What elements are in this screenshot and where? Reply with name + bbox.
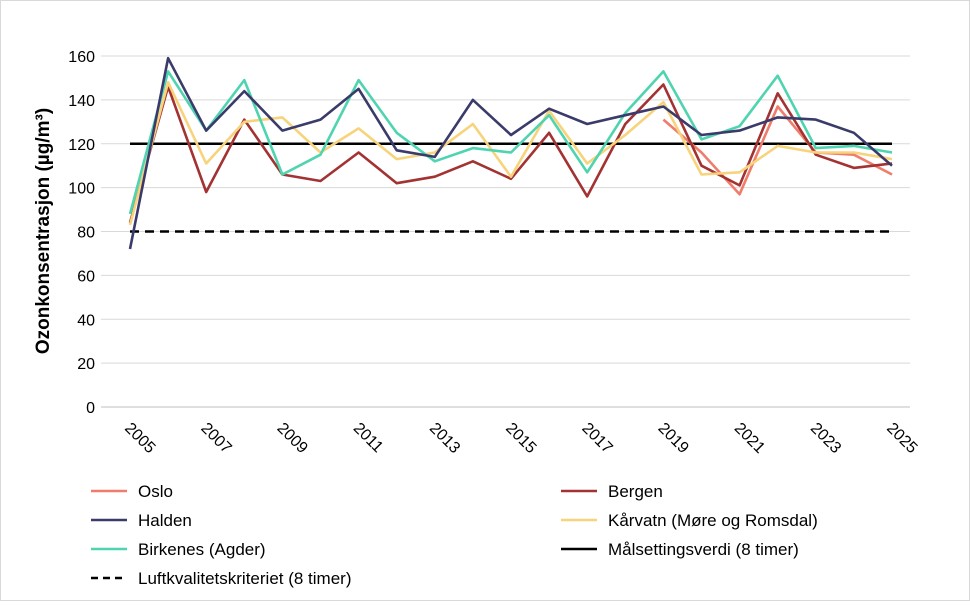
- y-tick-label: 80: [77, 225, 95, 242]
- x-tick-label: 2021: [731, 420, 768, 457]
- series-line-1: [128, 83, 893, 224]
- legend: Oslo Bergen Halden Kårvatn (Møre og Romsdal…: [91, 482, 818, 588]
- legend-label: Målsettingsverdi (8 timer): [608, 540, 799, 559]
- series-line-2: [128, 56, 893, 250]
- x-tick-label: 2005: [121, 420, 158, 457]
- legend-label: Birkenes (Agder): [138, 540, 266, 559]
- legend-label: Halden: [138, 511, 192, 530]
- legend-label: Bergen: [608, 482, 663, 501]
- series-lines: [128, 56, 893, 250]
- series-line-4: [128, 70, 893, 215]
- y-axis-label: Ozonkonsentrasjon (µg/m³): [33, 108, 54, 354]
- series-line-0: [662, 105, 893, 196]
- x-tick-label: 2025: [883, 420, 920, 457]
- x-tick-label: 2009: [274, 420, 311, 457]
- x-tick-label: 2015: [502, 420, 539, 457]
- y-tick-label: 20: [77, 356, 95, 373]
- y-tick-label: 0: [86, 400, 95, 417]
- legend-label: Oslo: [138, 482, 173, 501]
- y-tick-label: 40: [77, 312, 95, 329]
- series-line-3: [128, 81, 893, 226]
- x-tick-label: 2019: [655, 420, 692, 457]
- y-axis-ticks: 0 20 40 60 80 100 120 140 160: [68, 49, 95, 417]
- legend-label: Kårvatn (Møre og Romsdal): [608, 511, 818, 530]
- y-tick-label: 100: [68, 181, 95, 198]
- x-tick-label: 2013: [426, 420, 463, 457]
- x-axis: 2005 2007 2009 2011 2013 2015 2017 2019 2021 2023…: [101, 406, 920, 457]
- legend-label: Luftkvalitetskriteriet (8 timer): [138, 569, 352, 588]
- x-tick-label: 2017: [578, 420, 615, 457]
- x-tick-label: 2007: [197, 420, 234, 457]
- y-tick-label: 60: [77, 268, 95, 285]
- x-tick-label: 2011: [350, 420, 386, 456]
- y-tick-label: 140: [68, 93, 95, 110]
- x-tick-label: 2023: [807, 420, 844, 457]
- y-tick-label: 160: [68, 49, 95, 66]
- y-tick-label: 120: [68, 137, 95, 154]
